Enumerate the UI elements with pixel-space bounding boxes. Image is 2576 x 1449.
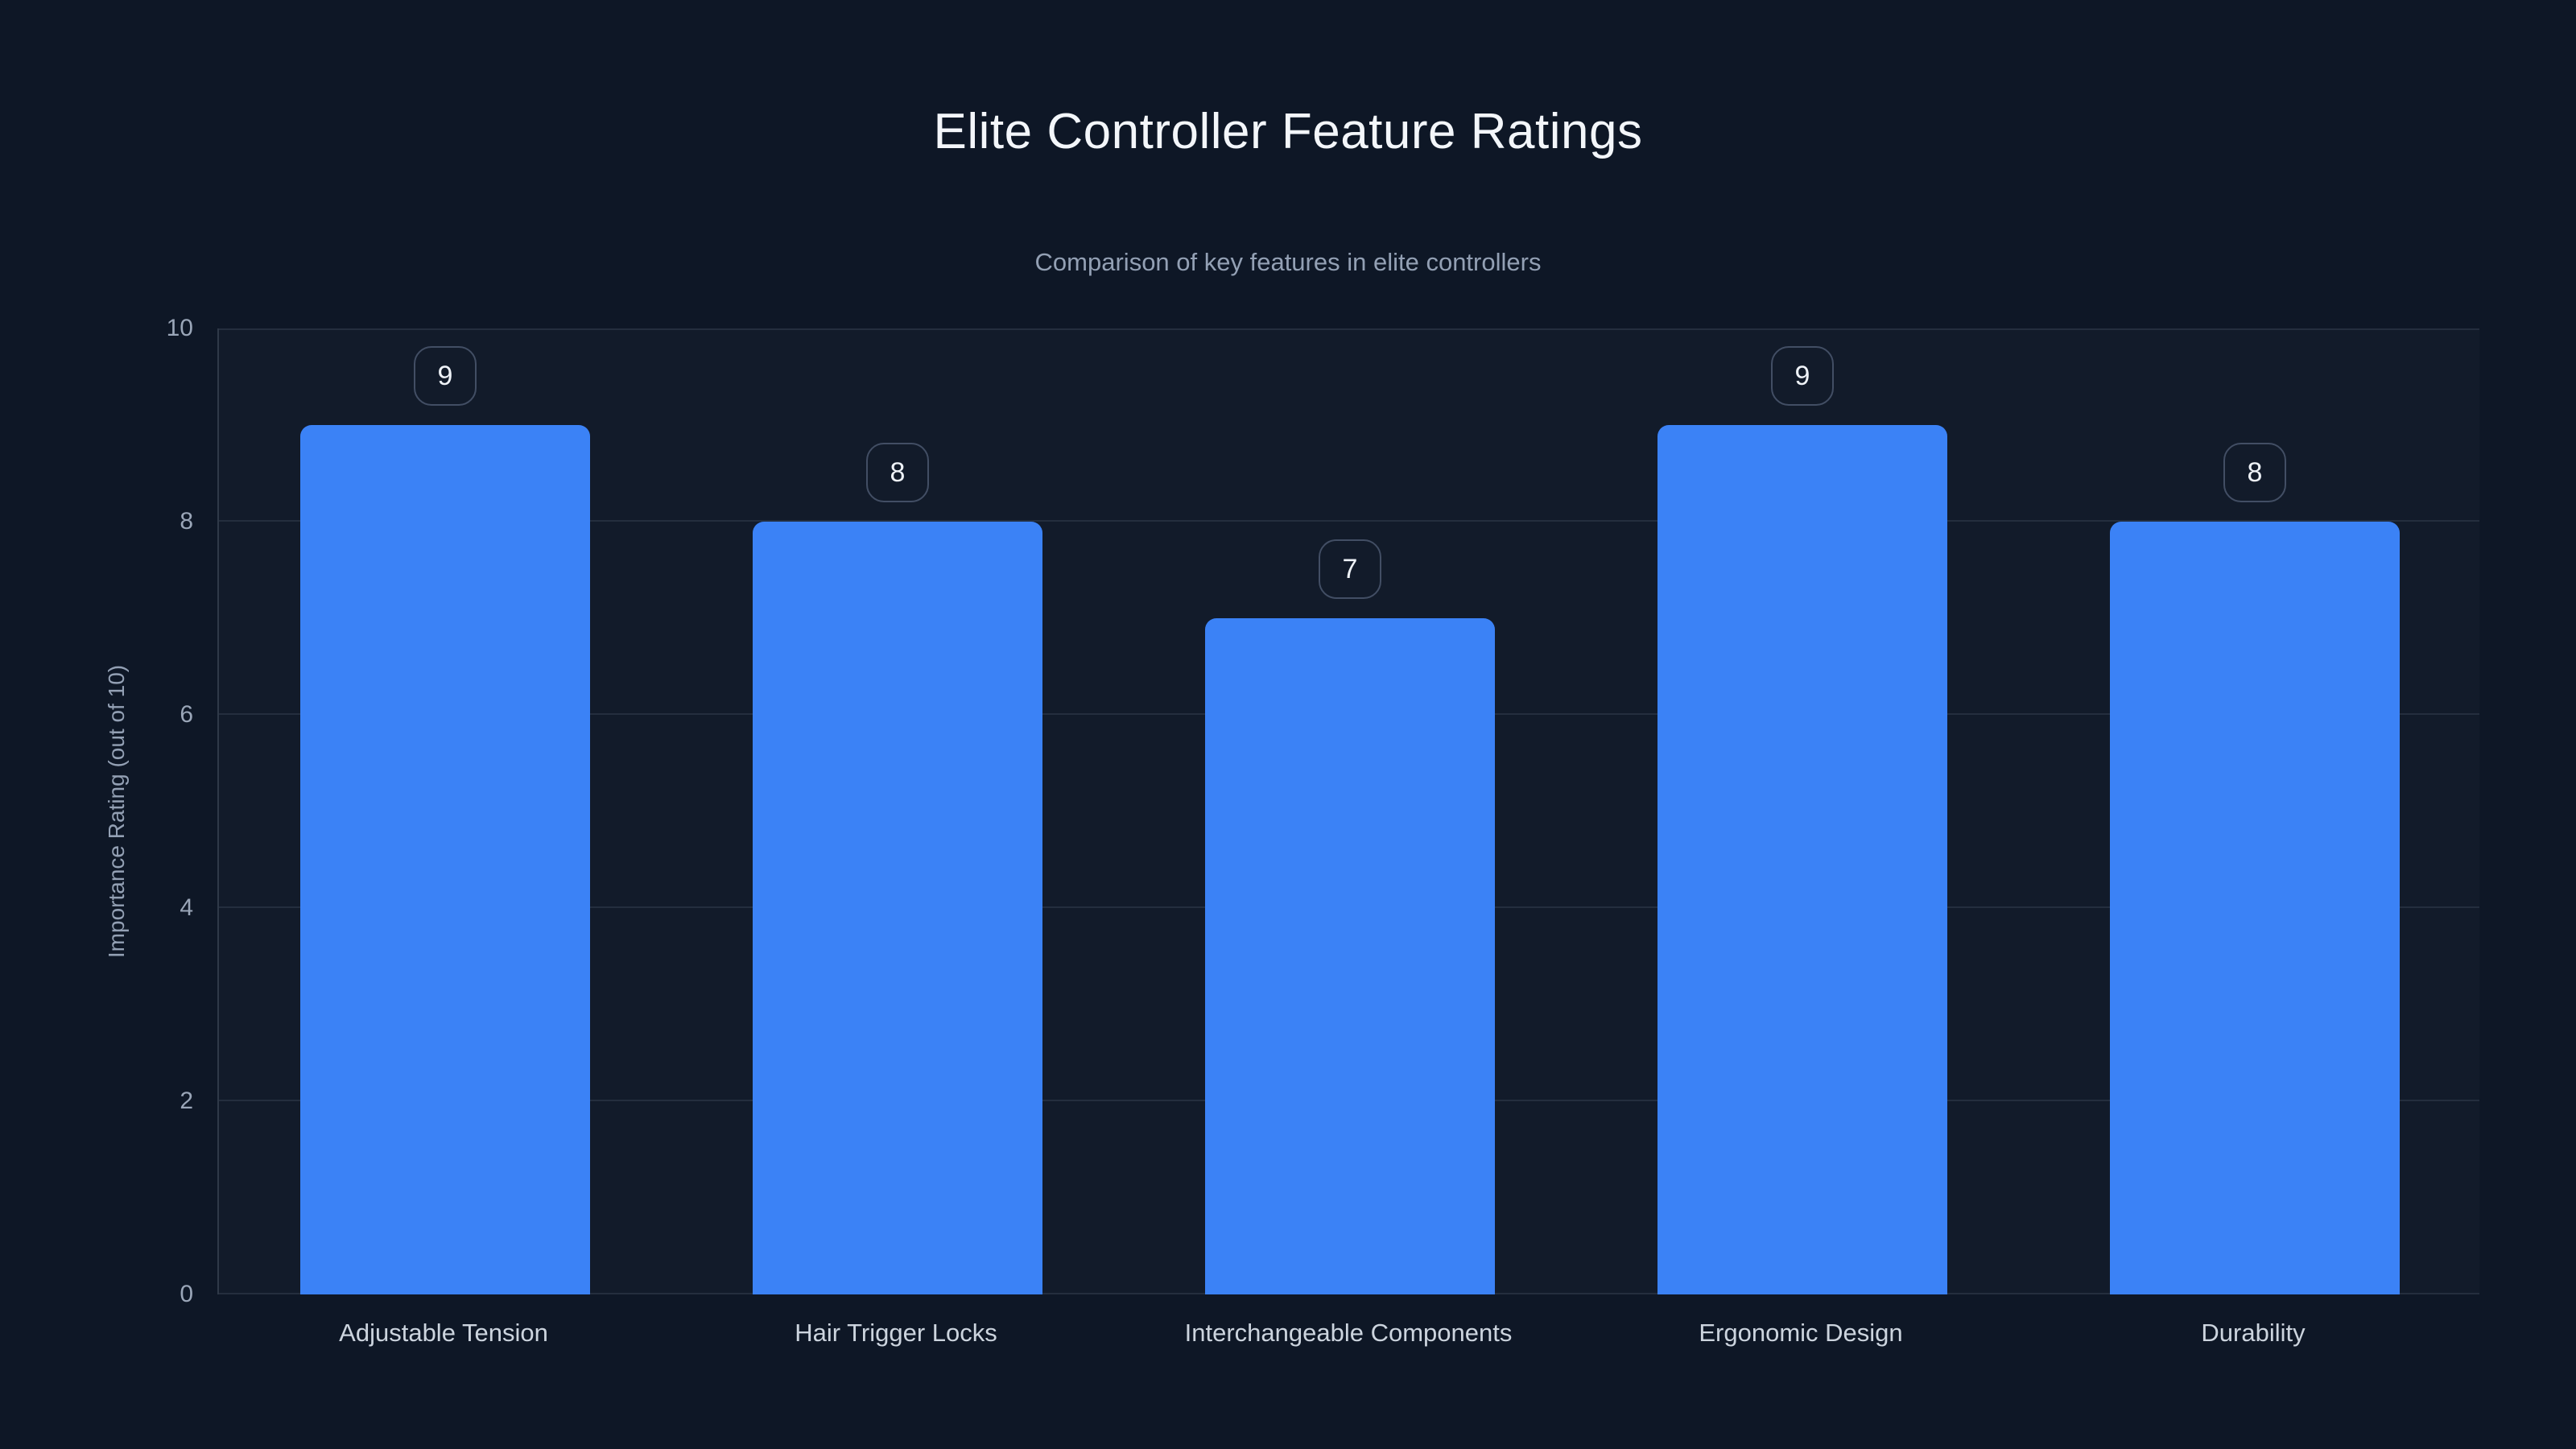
bar-hair-trigger-locks[interactable] (753, 522, 1042, 1294)
x-axis-label: Adjustable Tension (339, 1319, 548, 1347)
x-axis-label: Durability (2201, 1319, 2306, 1347)
y-tick-label: 6 (180, 701, 193, 728)
gridline (219, 520, 2479, 522)
y-tick-label: 2 (180, 1088, 193, 1114)
x-axis-label: Hair Trigger Locks (795, 1319, 997, 1347)
x-axis-label: Ergonomic Design (1699, 1319, 1903, 1347)
plot-area: 9 8 7 9 8 (217, 328, 2479, 1294)
value-badge: 7 (1319, 539, 1381, 599)
y-tick-label: 8 (180, 508, 193, 535)
value-badge: 8 (2223, 443, 2286, 502)
value-badge: 8 (866, 443, 929, 502)
bar-interchangeable-components[interactable] (1205, 618, 1495, 1294)
y-tick-label: 0 (180, 1281, 193, 1307)
bar-adjustable-tension[interactable] (300, 425, 590, 1294)
value-badge: 9 (1771, 346, 1834, 406)
bar-durability[interactable] (2110, 522, 2400, 1294)
chart-title: Elite Controller Feature Ratings (933, 104, 1643, 159)
chart-subtitle: Comparison of key features in elite cont… (1034, 248, 1542, 276)
x-axis-label: Interchangeable Components (1184, 1319, 1513, 1347)
y-tick-label: 4 (180, 894, 193, 921)
bar-ergonomic-design[interactable] (1657, 425, 1947, 1294)
value-badge: 9 (414, 346, 477, 406)
y-tick-label: 10 (166, 315, 193, 341)
gridline (219, 328, 2479, 330)
